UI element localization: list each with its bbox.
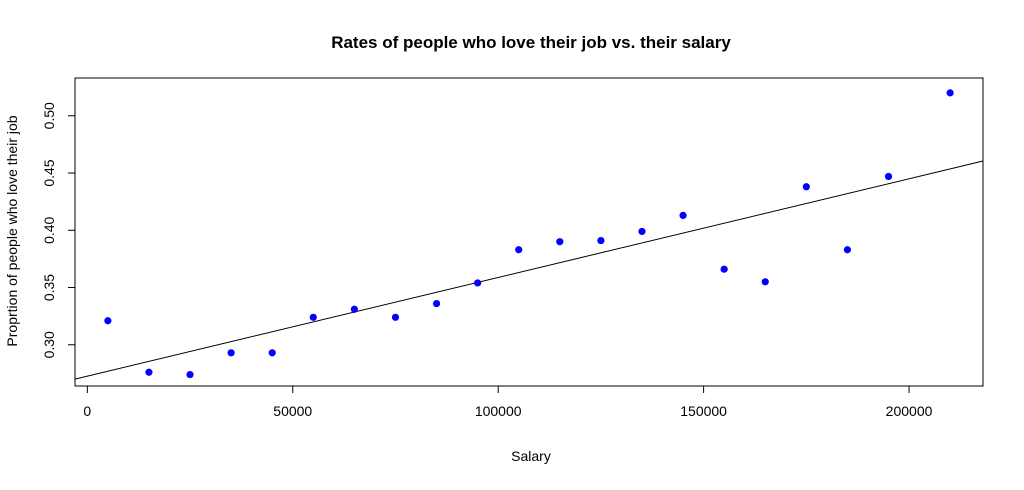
data-point bbox=[597, 236, 605, 245]
data-point bbox=[843, 246, 852, 254]
data-point bbox=[802, 183, 810, 191]
x-axis: 0 50000 100000 150000 200000 bbox=[83, 385, 933, 419]
x-tick-label: 200000 bbox=[886, 403, 933, 419]
x-tick-label: 100000 bbox=[475, 403, 522, 419]
data-points-layer bbox=[104, 89, 954, 379]
y-tick-label: 0.40 bbox=[41, 216, 57, 243]
data-point bbox=[679, 211, 687, 219]
y-axis: 0.30 0.35 0.40 0.45 0.50 bbox=[41, 102, 76, 358]
y-tick-label: 0.50 bbox=[41, 102, 57, 129]
plot-frame bbox=[74, 77, 984, 387]
data-point bbox=[309, 313, 317, 321]
data-point bbox=[186, 370, 194, 379]
data-point bbox=[104, 317, 112, 325]
data-point bbox=[556, 238, 564, 246]
data-point bbox=[474, 279, 482, 287]
data-point bbox=[268, 349, 276, 357]
y-tick-label: 0.35 bbox=[41, 274, 57, 301]
chart-title: Rates of people who love their job vs. t… bbox=[331, 33, 731, 52]
data-point bbox=[145, 368, 153, 376]
data-point bbox=[946, 89, 954, 97]
fit-line-layer bbox=[74, 160, 984, 380]
y-axis-label: Proprtion of people who love their job bbox=[4, 115, 20, 346]
data-point bbox=[227, 349, 235, 357]
y-tick-label: 0.30 bbox=[41, 331, 57, 358]
regression-line bbox=[74, 160, 984, 380]
data-point bbox=[350, 305, 358, 313]
x-tick-label: 50000 bbox=[273, 403, 312, 419]
data-point bbox=[638, 227, 646, 236]
x-axis-label: Salary bbox=[511, 448, 551, 464]
x-tick-label: 150000 bbox=[680, 403, 727, 419]
data-point bbox=[515, 246, 523, 254]
data-point bbox=[884, 172, 893, 181]
data-point bbox=[761, 278, 769, 286]
y-tick-label: 0.45 bbox=[41, 159, 57, 186]
data-point bbox=[432, 299, 441, 308]
x-tick-label: 0 bbox=[83, 403, 91, 419]
data-point bbox=[720, 265, 728, 273]
data-point bbox=[391, 313, 400, 321]
